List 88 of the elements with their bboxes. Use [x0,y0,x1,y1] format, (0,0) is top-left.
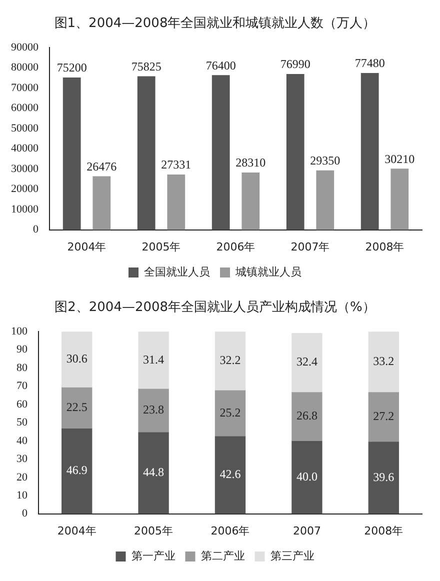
y-tick-label: 10000 [11,203,39,216]
bar [390,168,409,230]
bar [360,72,379,230]
data-label: 75200 [56,60,87,75]
bar [292,440,322,514]
x-tick-label: 2004年 [67,240,106,254]
data-label: 32.4 [296,354,318,369]
y-tick-label: 30 [16,453,28,466]
y-tick-label: 0 [22,508,28,520]
y-tick-label: 100 [11,325,28,338]
y-tick-label: 60000 [11,102,39,114]
legend-label: 第三产业 [270,549,314,562]
data-label: 31.4 [143,352,164,366]
legend-label: 全国就业人员 [144,265,210,278]
data-label: 33.2 [373,354,394,368]
data-label: 40.0 [296,470,318,484]
y-tick-label: 90000 [11,41,39,54]
y-tick-label: 10 [16,489,28,502]
data-label: 44.8 [143,465,164,480]
bar [242,172,260,230]
x-tick-label: 2008年 [365,240,404,254]
bar [292,333,322,392]
bar [214,436,246,514]
bar [368,332,399,392]
data-label: 42.6 [220,467,241,482]
y-tick-label: 80000 [11,62,39,74]
bar [138,388,169,432]
y-tick-label: 40000 [11,142,39,155]
bar [62,78,81,230]
data-label: 28310 [236,156,266,170]
bar [212,75,230,230]
y-tick-label: 50000 [11,122,39,134]
x-tick-label: 2006年 [216,240,256,254]
bar [62,428,92,514]
bar [286,74,304,230]
x-tick-label: 2005年 [142,240,181,254]
y-tick-label: 80 [16,362,28,374]
data-label: 29350 [310,154,340,168]
data-label: 22.5 [66,400,88,414]
chart-title: 图2、2004—2008年全国就业人员产业构成情况（%） [54,300,376,316]
legend-label: 第二产业 [200,549,245,562]
bar [137,76,156,230]
data-label: 46.9 [66,463,88,478]
bar [138,432,169,514]
bar [292,392,322,441]
x-tick-label: 2006年 [210,524,250,538]
data-label: 30210 [384,152,415,166]
y-tick-label: 30000 [11,162,39,175]
y-tick-label: 50 [16,416,28,429]
y-tick-label: 60 [16,398,28,410]
data-label: 76400 [206,58,236,72]
y-tick-label: 20000 [11,183,39,196]
y-tick-label: 70 [16,380,28,392]
data-label: 32.2 [220,353,241,368]
y-tick-label: 40 [16,434,28,447]
y-tick-label: 70000 [11,82,39,94]
bar [214,332,246,390]
bar [214,390,246,436]
data-label: 30.6 [66,352,88,366]
y-tick-label: 0 [33,224,39,236]
legend-label: 城镇就业人员 [234,265,302,278]
bar [316,170,334,230]
x-tick-label: 2005年 [134,524,174,538]
data-label: 27.2 [373,409,394,424]
x-tick-label: 2004年 [57,524,96,538]
bar [368,442,399,514]
chart-title: 图1、2004—2008年全国就业和城镇就业人数（万人） [54,16,376,32]
x-tick-label: 2007 [292,524,321,538]
bar [62,387,92,428]
data-label: 77480 [354,56,385,70]
legend-label: 第一产业 [131,549,176,562]
y-tick-label: 20 [16,471,28,484]
bar [62,332,92,388]
data-label: 26476 [86,159,117,174]
bar [92,176,111,230]
bar [368,392,399,442]
data-label: 39.6 [373,470,394,484]
x-tick-label: 2008年 [364,524,404,538]
bar [138,332,169,389]
data-label: 27331 [161,158,192,172]
data-label: 26.8 [296,408,318,423]
y-tick-label: 90 [16,344,28,356]
data-label: 23.8 [143,402,164,417]
x-tick-label: 2007年 [290,240,330,254]
data-label: 75825 [131,59,162,74]
data-label: 25.2 [220,405,241,420]
data-label: 76990 [280,57,310,72]
bar [167,174,186,230]
